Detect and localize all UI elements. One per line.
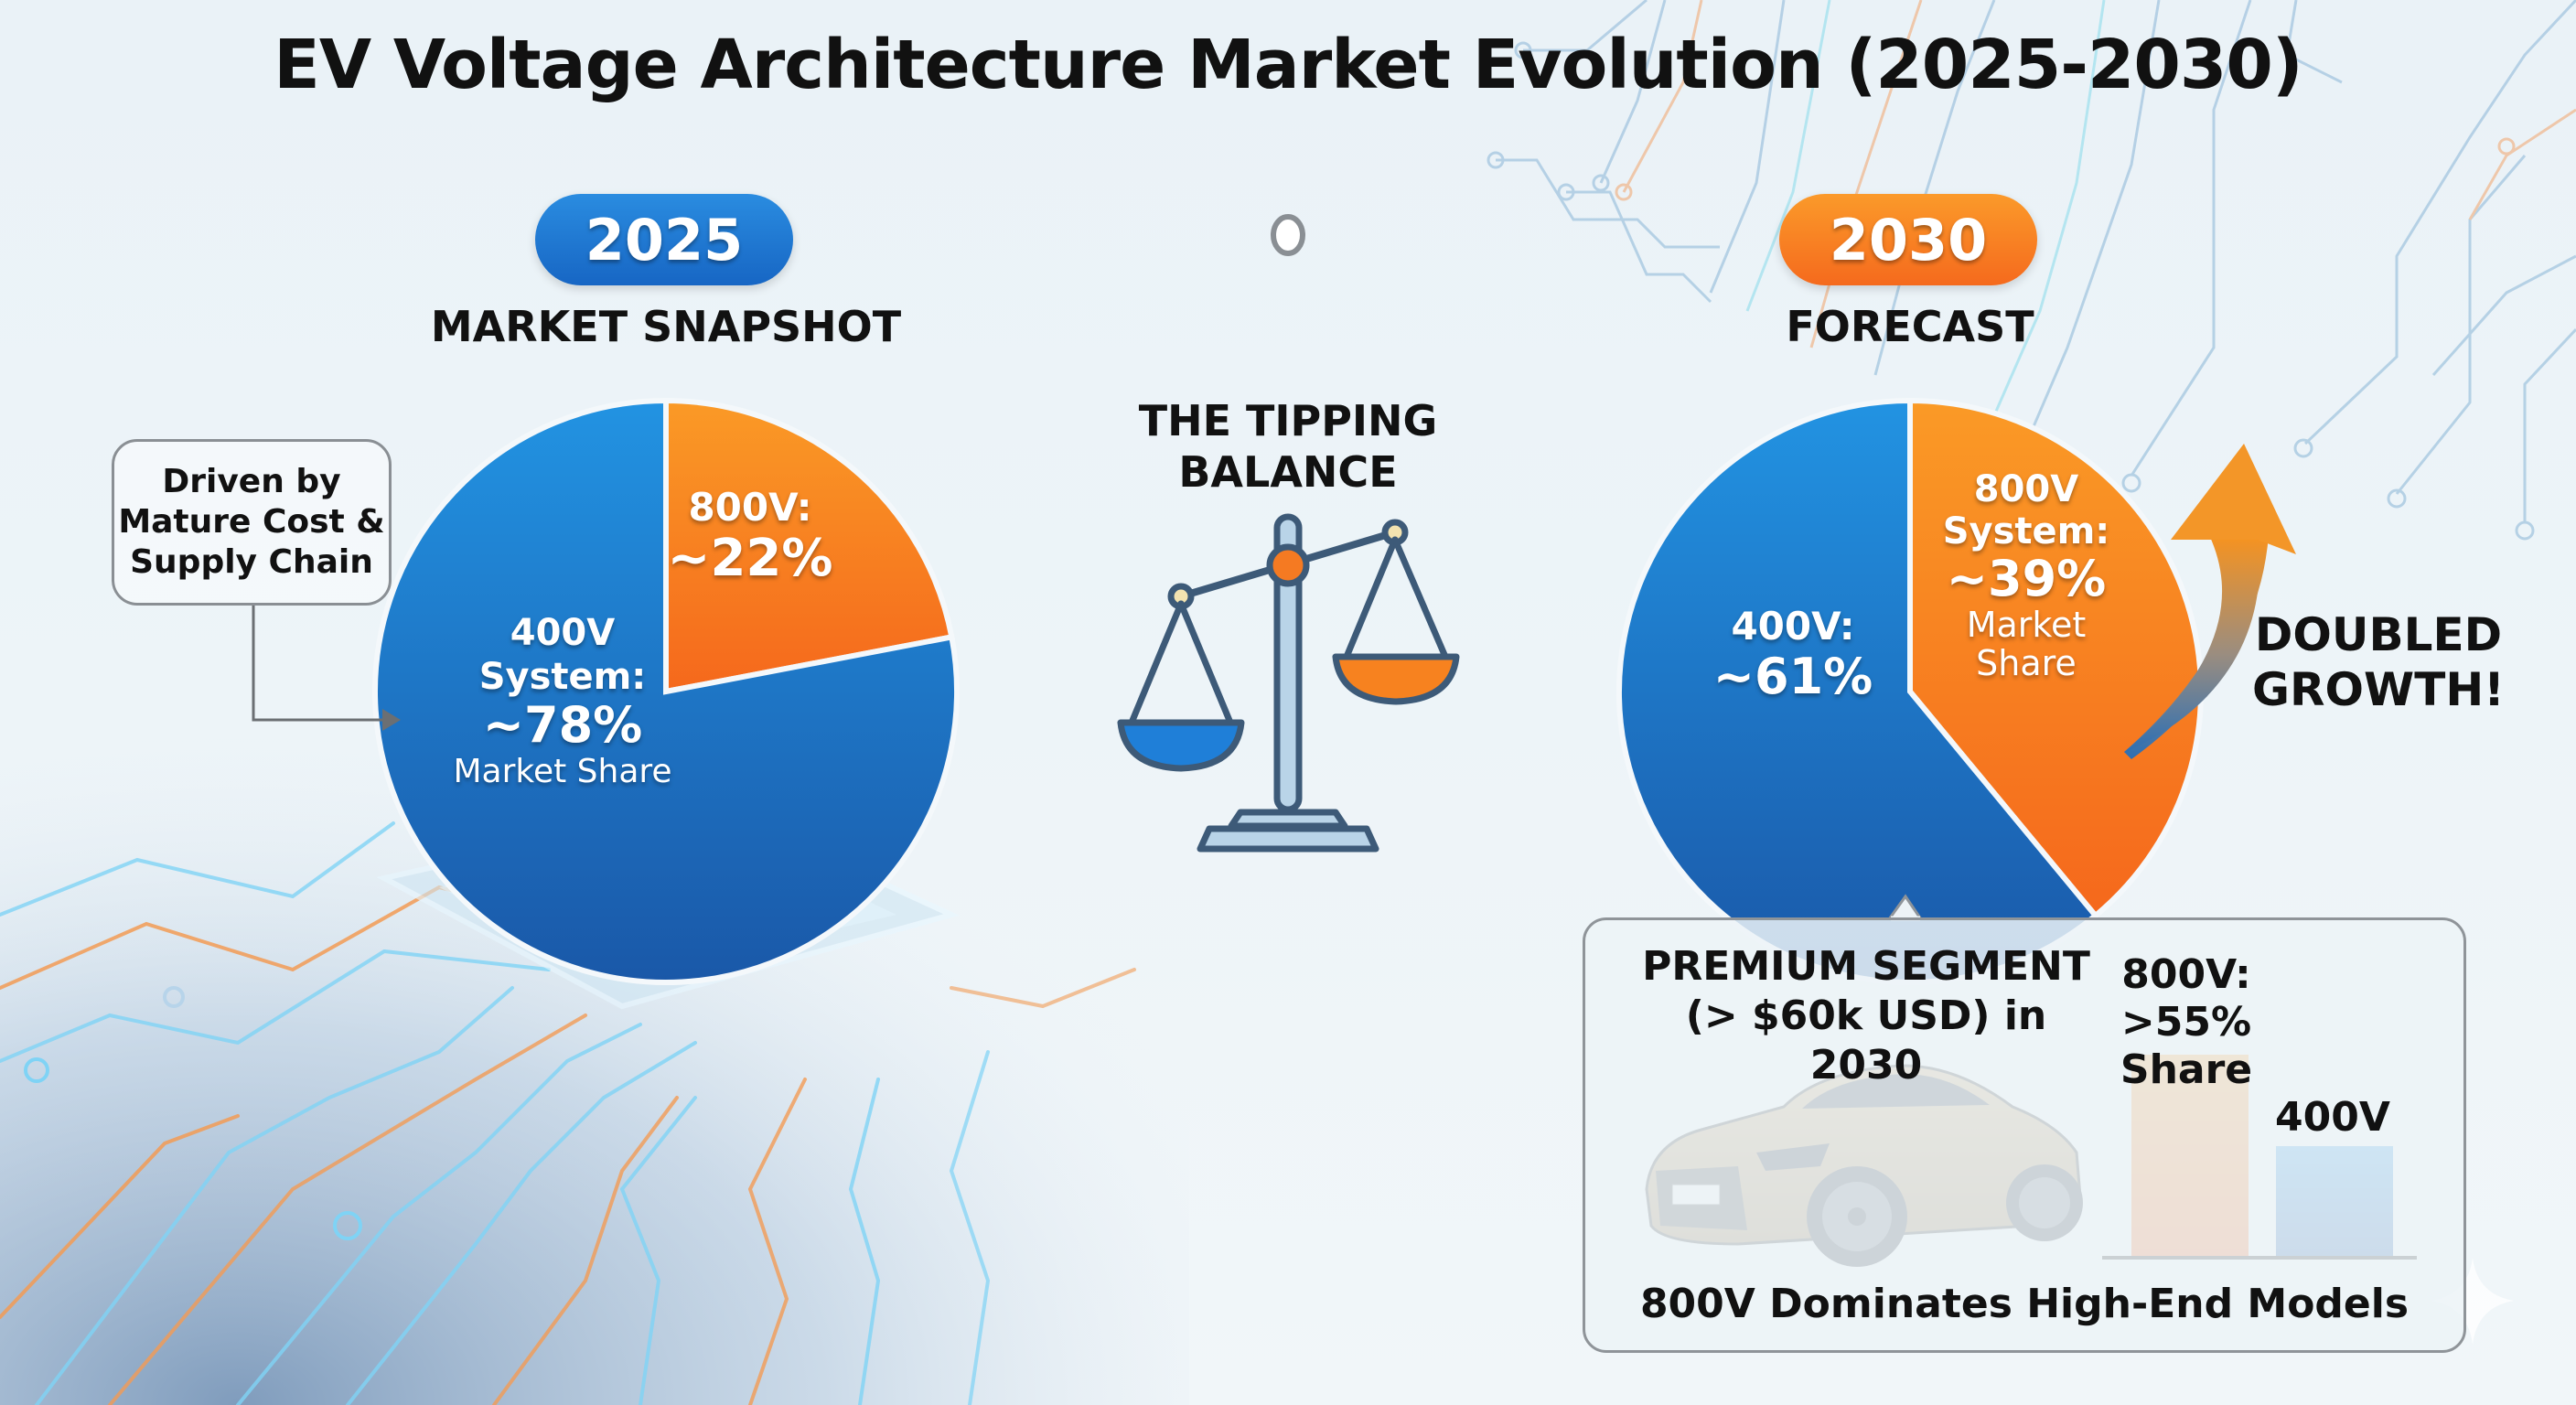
- market-snapshot-heading: MARKET SNAPSHOT: [430, 302, 902, 351]
- slice-label-caption: Market: [1966, 605, 2087, 645]
- forecast-heading: FORECAST: [1786, 302, 2034, 351]
- cost-driver-callout: Driven by Mature Cost & Supply Chain: [112, 439, 392, 606]
- callout-line: Driven by: [162, 463, 341, 500]
- callout-line: Mature Cost &: [118, 503, 385, 541]
- growth-line: GROWTH!: [2252, 663, 2505, 716]
- pie-slice-400v-system: [372, 397, 961, 985]
- slice-label-name: 800V:: [688, 485, 812, 530]
- tipping-line: THE TIPPING: [1138, 396, 1438, 445]
- bar-label-line: Share: [2120, 1046, 2253, 1093]
- slice-label-value: ~39%: [1946, 550, 2107, 607]
- slice-label-name: 800V: [1973, 468, 2079, 510]
- pie-2030-800v-label: 800V System: ~39% Market Share: [1921, 468, 2131, 682]
- pie-2030-400v-label: 400V: ~61%: [1701, 604, 1884, 704]
- premium-segment-panel: [1583, 917, 2466, 1353]
- bar-label-line: >55%: [2120, 999, 2252, 1046]
- timeline-midpoint-node: [1271, 214, 1305, 256]
- pie-2025-800v-label: 800V: ~22%: [659, 485, 842, 587]
- slice-label-name: System:: [478, 656, 647, 698]
- slice-label-value: ~61%: [1712, 648, 1873, 705]
- tipping-line: BALANCE: [1178, 447, 1398, 497]
- year-badge-2030: 2030: [1779, 194, 2037, 285]
- premium-title-line: PREMIUM SEGMENT: [1642, 943, 2090, 990]
- pie-chart-2025: [372, 397, 961, 985]
- callout-line: Supply Chain: [130, 543, 373, 581]
- premium-segment-title: PREMIUM SEGMENT (> $60k USD) in 2030: [1637, 942, 2095, 1090]
- page-title: EV Voltage Architecture Market Evolution…: [274, 26, 2302, 104]
- growth-line: DOUBLED: [2254, 608, 2503, 661]
- premium-footer-caption: 800V Dominates High-End Models: [1639, 1281, 2410, 1327]
- slice-label-value: ~78%: [482, 696, 643, 754]
- scale-pan-blue: [1117, 719, 1245, 772]
- tipping-balance-heading: THE TIPPING BALANCE: [1014, 395, 1562, 498]
- year-badge-2025: 2025: [535, 194, 793, 285]
- slice-label-caption: Market Share: [453, 753, 672, 790]
- doubled-growth-heading: DOUBLED GROWTH!: [2232, 607, 2525, 717]
- bar-label-line: 800V:: [2121, 951, 2251, 998]
- pie-2025-400v-label: 400V System: ~78% Market Share: [430, 611, 695, 792]
- premium-box-pointer: [1887, 894, 1923, 920]
- premium-title-line: (> $60k USD) in 2030: [1685, 992, 2047, 1089]
- balance-scale-icon: [1117, 513, 1460, 853]
- scale-pan-orange: [1332, 653, 1460, 705]
- sparkle-icon: [2431, 1258, 2514, 1345]
- slice-label-value: ~22%: [667, 529, 833, 588]
- callout-connector-line: [252, 606, 384, 722]
- pie-slice-800v: [663, 397, 955, 695]
- slice-label-caption: Share: [1976, 643, 2077, 683]
- slice-label-name: 400V: [510, 612, 616, 654]
- circuit-traces-left: [0, 821, 1136, 1405]
- pie-slice-800v-system: [1907, 397, 2204, 920]
- growth-arrow-icon: [2124, 444, 2296, 759]
- bar-400v-label: 400V: [2275, 1094, 2390, 1141]
- bar-800v-label: 800V: >55% Share: [2095, 951, 2278, 1094]
- arrow-right-icon: [382, 709, 401, 731]
- circuit-traces-right: [1487, 0, 2576, 541]
- slice-label-name: System:: [1942, 510, 2110, 552]
- slice-label-name: 400V:: [1731, 604, 1855, 649]
